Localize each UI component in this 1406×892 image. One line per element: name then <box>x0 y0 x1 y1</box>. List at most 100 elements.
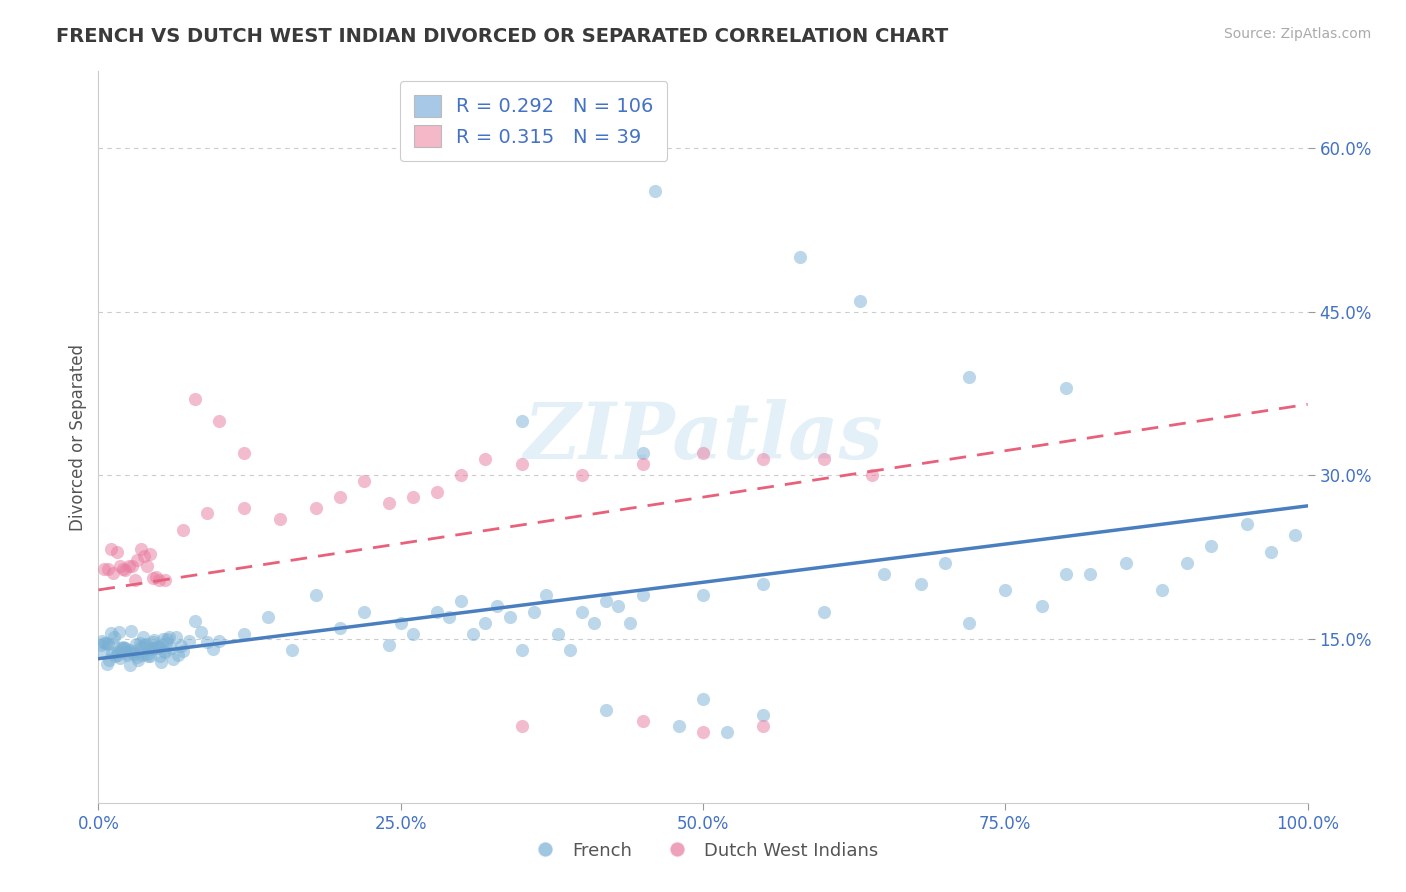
Point <box>1078 566 1101 581</box>
Point <box>1236 517 1258 532</box>
Point <box>153 573 176 587</box>
Point <box>474 615 496 630</box>
Point <box>124 573 146 587</box>
Point <box>103 630 125 644</box>
Point <box>101 566 124 580</box>
Text: FRENCH VS DUTCH WEST INDIAN DIVORCED OR SEPARATED CORRELATION CHART: FRENCH VS DUTCH WEST INDIAN DIVORCED OR … <box>56 27 949 45</box>
Point <box>115 646 138 660</box>
Point <box>150 655 173 669</box>
Point <box>136 649 159 664</box>
Point <box>90 638 112 652</box>
Point <box>165 630 187 644</box>
Point <box>644 185 666 199</box>
Point <box>184 615 207 629</box>
Point <box>474 451 496 466</box>
Point <box>143 640 166 655</box>
Point <box>135 559 157 574</box>
Point <box>142 571 165 585</box>
Point <box>631 588 654 602</box>
Point <box>752 719 775 733</box>
Point <box>510 643 533 657</box>
Point <box>269 512 291 526</box>
Point <box>510 458 533 472</box>
Point <box>402 626 425 640</box>
Point <box>1199 539 1222 553</box>
Point <box>377 495 399 509</box>
Point <box>105 545 128 559</box>
Point <box>486 599 509 614</box>
Point <box>195 507 218 521</box>
Point <box>752 451 775 466</box>
Point <box>692 446 714 460</box>
Point <box>873 566 896 581</box>
Point <box>1260 545 1282 559</box>
Point <box>134 638 156 652</box>
Point <box>752 577 775 591</box>
Point <box>157 630 180 644</box>
Point <box>125 637 148 651</box>
Point <box>122 644 145 658</box>
Point <box>134 549 156 563</box>
Point <box>91 634 114 648</box>
Point <box>152 632 174 646</box>
Point <box>510 414 533 428</box>
Point <box>118 643 141 657</box>
Point <box>571 605 593 619</box>
Point <box>145 640 167 655</box>
Point <box>523 605 546 619</box>
Point <box>121 647 143 661</box>
Point <box>190 625 212 640</box>
Point <box>120 624 142 639</box>
Point <box>571 468 593 483</box>
Point <box>141 641 163 656</box>
Point <box>118 658 141 673</box>
Point <box>437 610 460 624</box>
Point <box>160 640 183 655</box>
Point <box>110 641 132 656</box>
Point <box>97 562 120 576</box>
Point <box>148 574 170 588</box>
Point <box>232 446 254 460</box>
Point <box>789 250 811 264</box>
Point <box>595 703 617 717</box>
Point <box>1115 556 1137 570</box>
Point <box>353 605 375 619</box>
Point <box>108 558 131 573</box>
Point <box>450 594 472 608</box>
Point <box>329 621 352 635</box>
Point <box>93 636 115 650</box>
Point <box>139 648 162 663</box>
Point <box>1054 566 1077 581</box>
Point <box>135 637 157 651</box>
Point <box>498 610 520 624</box>
Point <box>104 648 127 663</box>
Point <box>752 708 775 723</box>
Point <box>534 588 557 602</box>
Point <box>111 640 134 655</box>
Point <box>583 615 606 630</box>
Point <box>813 605 835 619</box>
Point <box>172 644 194 658</box>
Point <box>139 547 162 561</box>
Point <box>100 646 122 660</box>
Point <box>558 643 581 657</box>
Point <box>105 648 128 663</box>
Point <box>172 523 194 537</box>
Point <box>108 624 131 639</box>
Point <box>232 501 254 516</box>
Point <box>124 647 146 661</box>
Point <box>389 615 412 630</box>
Point <box>377 638 399 652</box>
Y-axis label: Divorced or Separated: Divorced or Separated <box>69 343 87 531</box>
Point <box>1054 381 1077 395</box>
Point <box>510 719 533 733</box>
Point <box>156 632 179 647</box>
Point <box>1175 556 1198 570</box>
Point <box>128 636 150 650</box>
Point <box>129 640 152 654</box>
Point <box>631 458 654 472</box>
Point <box>910 577 932 591</box>
Point <box>127 650 149 665</box>
Point <box>860 468 883 483</box>
Point <box>135 648 157 662</box>
